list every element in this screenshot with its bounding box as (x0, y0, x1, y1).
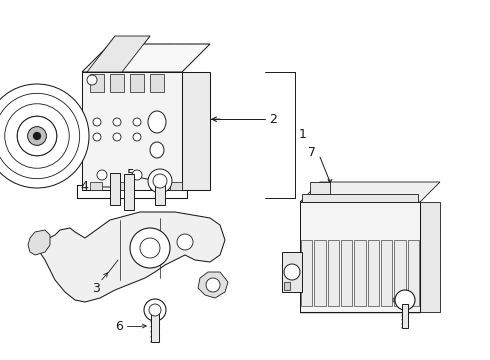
Bar (300, 202, 420, 312)
Bar (301, 240, 312, 306)
Text: 7: 7 (308, 145, 316, 158)
Circle shape (149, 304, 161, 316)
Circle shape (133, 133, 141, 141)
Circle shape (87, 75, 97, 85)
Text: 8: 8 (371, 293, 379, 306)
Circle shape (206, 278, 220, 292)
Bar (314, 240, 326, 306)
Bar (82, 72, 182, 190)
Circle shape (130, 228, 170, 268)
Circle shape (0, 84, 89, 188)
Text: 6: 6 (115, 320, 123, 333)
Circle shape (17, 116, 57, 156)
Polygon shape (198, 272, 228, 298)
Circle shape (97, 170, 107, 180)
Bar (284, 282, 290, 290)
Ellipse shape (148, 111, 166, 133)
Circle shape (132, 170, 142, 180)
Circle shape (148, 169, 172, 193)
Bar (130, 74, 144, 92)
Bar (90, 182, 102, 190)
Bar (381, 240, 392, 306)
Circle shape (33, 132, 41, 140)
Bar (328, 240, 339, 306)
Bar (150, 182, 162, 190)
Polygon shape (82, 44, 210, 72)
Ellipse shape (150, 142, 164, 158)
Bar (150, 74, 164, 92)
Circle shape (177, 234, 193, 250)
Polygon shape (35, 212, 225, 302)
Bar (155, 185, 165, 205)
Bar (368, 240, 379, 306)
Bar (282, 252, 302, 292)
Circle shape (93, 118, 101, 126)
Bar (394, 240, 406, 306)
Circle shape (17, 116, 57, 156)
Circle shape (133, 118, 141, 126)
Bar (110, 74, 124, 92)
Circle shape (113, 133, 121, 141)
Bar (310, 182, 330, 194)
Circle shape (144, 299, 166, 321)
Circle shape (5, 104, 69, 168)
Bar (120, 182, 132, 190)
Bar (110, 173, 120, 205)
Circle shape (284, 264, 300, 280)
Bar (151, 314, 159, 342)
Text: 2: 2 (269, 113, 277, 126)
Bar (90, 74, 104, 92)
Text: 5: 5 (127, 168, 135, 181)
Text: 4: 4 (80, 180, 88, 194)
Polygon shape (28, 230, 50, 255)
Bar (354, 240, 366, 306)
Bar (302, 194, 418, 202)
Text: 1: 1 (299, 129, 307, 141)
Circle shape (113, 118, 121, 126)
Bar (124, 174, 134, 210)
Bar (408, 240, 419, 306)
Polygon shape (300, 182, 440, 202)
Polygon shape (182, 72, 210, 190)
Text: 3: 3 (92, 282, 100, 294)
Circle shape (27, 127, 47, 145)
Bar (170, 182, 182, 190)
Circle shape (0, 93, 80, 179)
Bar (341, 240, 352, 306)
Circle shape (153, 174, 167, 188)
Circle shape (93, 133, 101, 141)
Circle shape (140, 238, 160, 258)
Bar (402, 304, 408, 328)
Polygon shape (420, 202, 440, 312)
Circle shape (395, 290, 415, 310)
Polygon shape (87, 36, 150, 72)
